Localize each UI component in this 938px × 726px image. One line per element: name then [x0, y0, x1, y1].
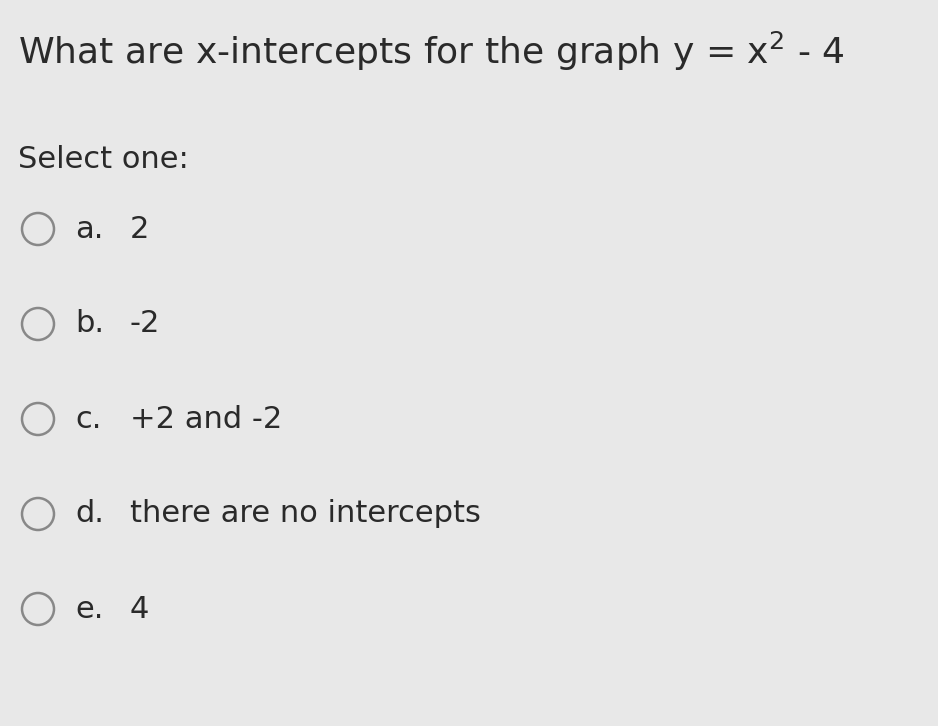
Text: b.: b. — [75, 309, 104, 338]
Text: What are x-intercepts for the graph y = x$^2$ - 4: What are x-intercepts for the graph y = … — [18, 30, 845, 73]
Circle shape — [22, 213, 54, 245]
Text: Select one:: Select one: — [18, 145, 189, 174]
Text: d.: d. — [75, 499, 104, 529]
Text: c.: c. — [75, 404, 101, 433]
Text: 4: 4 — [130, 595, 149, 624]
Text: there are no intercepts: there are no intercepts — [130, 499, 481, 529]
Circle shape — [22, 498, 54, 530]
Text: +2 and -2: +2 and -2 — [130, 404, 282, 433]
Circle shape — [22, 403, 54, 435]
Text: a.: a. — [75, 214, 103, 243]
Circle shape — [22, 593, 54, 625]
Text: e.: e. — [75, 595, 103, 624]
Text: 2: 2 — [130, 214, 149, 243]
Circle shape — [22, 308, 54, 340]
Text: -2: -2 — [130, 309, 160, 338]
